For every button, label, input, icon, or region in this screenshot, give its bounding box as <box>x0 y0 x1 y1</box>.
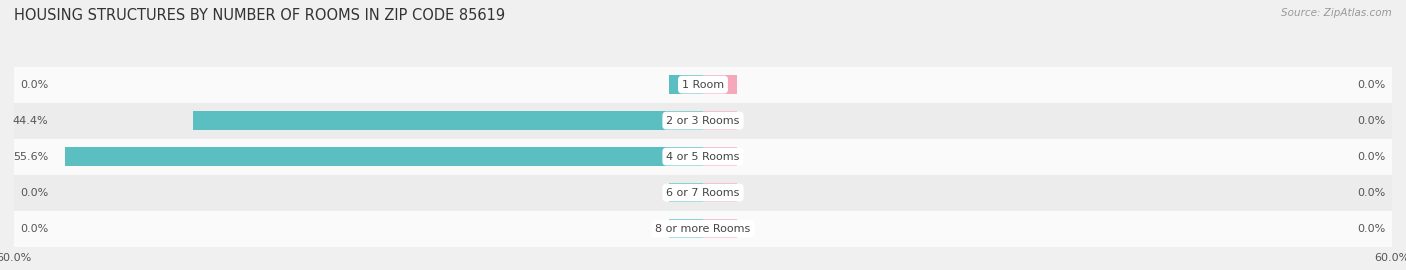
Text: 0.0%: 0.0% <box>1358 80 1386 90</box>
Text: 1 Room: 1 Room <box>682 80 724 90</box>
Text: 4 or 5 Rooms: 4 or 5 Rooms <box>666 151 740 162</box>
Text: 0.0%: 0.0% <box>20 188 48 198</box>
Bar <box>703 219 738 238</box>
Bar <box>669 75 703 94</box>
Bar <box>703 75 738 94</box>
Bar <box>703 147 738 166</box>
Text: 2 or 3 Rooms: 2 or 3 Rooms <box>666 116 740 126</box>
Bar <box>703 183 738 202</box>
Bar <box>669 183 703 202</box>
Bar <box>14 211 1392 247</box>
Bar <box>14 67 1392 103</box>
Text: 0.0%: 0.0% <box>20 80 48 90</box>
Text: 0.0%: 0.0% <box>20 224 48 234</box>
Text: 0.0%: 0.0% <box>1358 188 1386 198</box>
Text: Source: ZipAtlas.com: Source: ZipAtlas.com <box>1281 8 1392 18</box>
Bar <box>14 139 1392 175</box>
Bar <box>14 103 1392 139</box>
Bar <box>703 111 738 130</box>
Text: 0.0%: 0.0% <box>1358 151 1386 162</box>
Text: 44.4%: 44.4% <box>13 116 48 126</box>
Bar <box>65 147 703 166</box>
Text: HOUSING STRUCTURES BY NUMBER OF ROOMS IN ZIP CODE 85619: HOUSING STRUCTURES BY NUMBER OF ROOMS IN… <box>14 8 505 23</box>
Text: 8 or more Rooms: 8 or more Rooms <box>655 224 751 234</box>
Bar <box>14 175 1392 211</box>
Text: 55.6%: 55.6% <box>13 151 48 162</box>
Text: 0.0%: 0.0% <box>1358 116 1386 126</box>
Bar <box>193 111 703 130</box>
Text: 0.0%: 0.0% <box>1358 224 1386 234</box>
Text: 6 or 7 Rooms: 6 or 7 Rooms <box>666 188 740 198</box>
Bar <box>669 219 703 238</box>
